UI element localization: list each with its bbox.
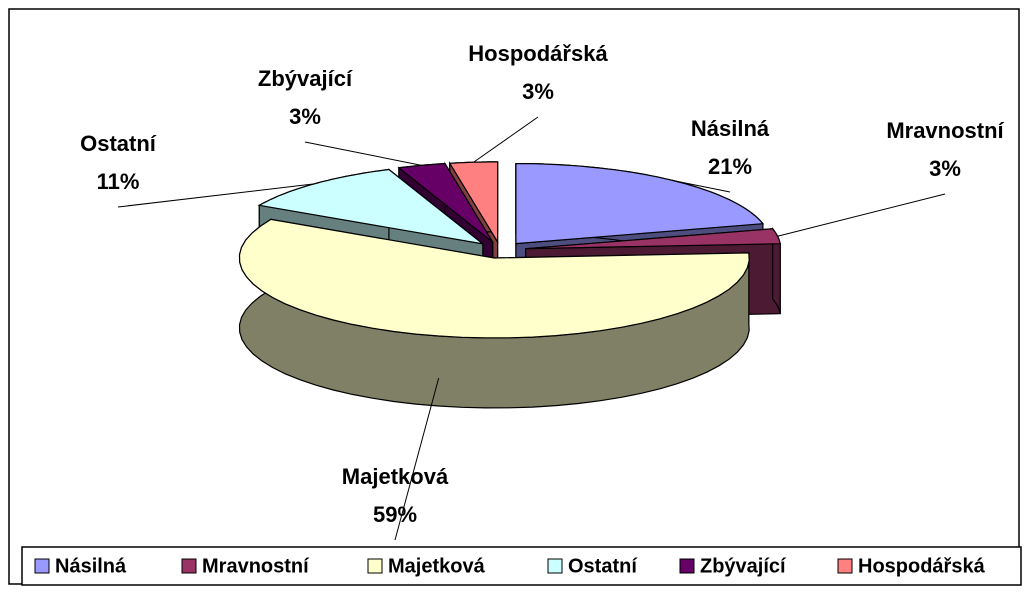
leader-line (672, 179, 731, 193)
legend-label: Ostatní (568, 555, 638, 577)
legend-label: Zbývající (700, 555, 787, 577)
data-label-name: Násilná (691, 116, 770, 141)
legend-swatch (547, 558, 563, 574)
leader-line (304, 141, 422, 166)
data-label-value: 59% (373, 502, 417, 527)
leader-line (777, 193, 946, 237)
legend-swatch (367, 558, 383, 574)
data-label-name: Majetková (342, 464, 449, 489)
legend-swatch (181, 558, 197, 574)
leader-line (394, 377, 440, 541)
data-label-name: Mravnostní (886, 118, 1004, 143)
slice (238, 218, 750, 339)
legend-swatch (837, 558, 853, 574)
legend-label: Majetková (388, 555, 486, 577)
legend-swatch (679, 558, 695, 574)
legend-label: Mravnostní (202, 555, 310, 577)
data-label-value: 21% (708, 154, 752, 179)
data-label-name: Hospodářská (468, 41, 608, 66)
data-label-name: Zbývající (258, 66, 353, 91)
data-label-value: 3% (289, 104, 321, 129)
data-label-value: 11% (97, 169, 140, 194)
leader-line (473, 116, 539, 163)
data-label-name: Ostatní (80, 131, 157, 156)
legend-label: Hospodářská (858, 555, 986, 577)
leader-line (117, 183, 315, 208)
slice (515, 163, 765, 245)
slice (525, 228, 781, 250)
legend-swatch (34, 558, 50, 574)
data-label-value: 3% (522, 79, 554, 104)
legend-label: Násilná (55, 555, 127, 577)
slice (257, 168, 484, 245)
data-label-value: 3% (929, 156, 961, 181)
